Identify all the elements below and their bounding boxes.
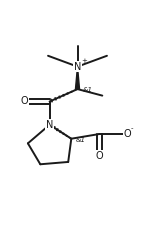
Text: &1: &1 (76, 137, 86, 143)
Text: +: + (81, 58, 87, 63)
Text: -: - (131, 125, 133, 131)
Polygon shape (75, 67, 80, 89)
Text: N: N (74, 62, 81, 72)
Text: N: N (46, 120, 53, 130)
Text: O: O (95, 151, 103, 161)
Text: &1: &1 (83, 87, 93, 93)
Text: O: O (21, 96, 29, 106)
Text: O: O (123, 129, 131, 139)
